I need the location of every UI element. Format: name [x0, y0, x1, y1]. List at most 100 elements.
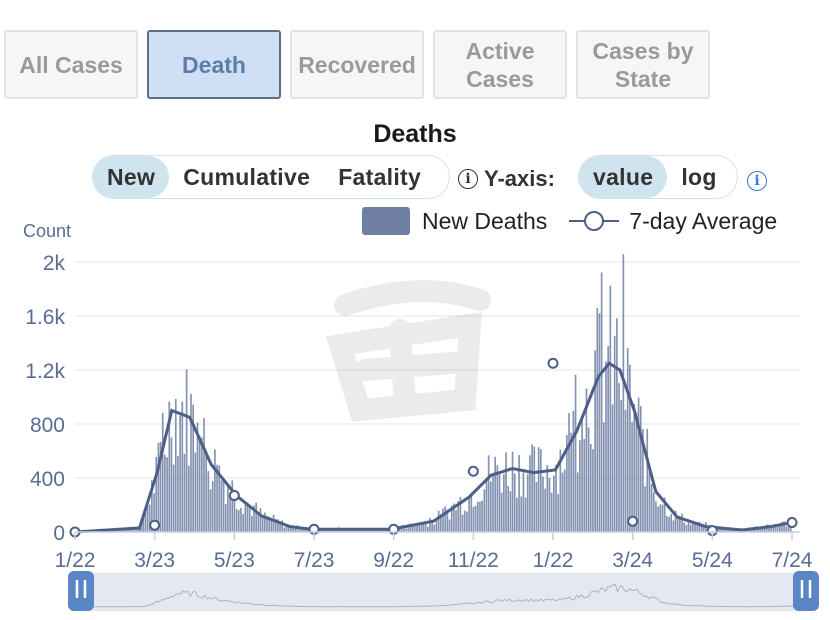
bar-new-deaths [694, 524, 696, 532]
bar-new-deaths [127, 528, 129, 532]
bar-new-deaths [457, 500, 460, 532]
yaxis-toggle: value log [578, 155, 738, 199]
bar-new-deaths [696, 523, 699, 532]
mode-option-fatality[interactable]: Fatality [338, 163, 422, 190]
bar-new-deaths [144, 512, 147, 532]
bar-new-deaths [531, 444, 533, 532]
bar-new-deaths [763, 528, 766, 532]
bar-new-deaths [124, 528, 127, 532]
bar-new-deaths [752, 528, 755, 532]
scroller-handle-left[interactable] [68, 571, 94, 611]
bar-new-deaths [529, 455, 531, 532]
bar-new-deaths [494, 456, 497, 532]
range-scroller[interactable] [68, 571, 819, 611]
tab-death[interactable]: Death [147, 30, 281, 99]
bar-new-deaths [246, 502, 249, 532]
bar-new-deaths [624, 409, 627, 532]
bar-new-deaths [250, 515, 253, 532]
bar-new-deaths [187, 465, 190, 532]
mode-option-new[interactable]: New [93, 156, 170, 198]
bar-new-deaths [759, 528, 762, 532]
bar-new-deaths [398, 527, 401, 532]
bar-new-deaths [190, 393, 192, 532]
bar-new-deaths [120, 530, 123, 532]
bar-new-deaths [283, 527, 286, 532]
chart-title: Deaths [373, 120, 457, 148]
bar-new-deaths [470, 492, 473, 532]
bar-new-deaths [613, 335, 616, 532]
y-tick-label: 2k [43, 252, 66, 275]
bar-new-deaths [602, 422, 605, 532]
bar-new-deaths [231, 480, 234, 532]
bar-new-deaths [442, 508, 444, 532]
bar-new-deaths [266, 516, 268, 532]
x-tick-label: 1/22 [533, 549, 574, 572]
bar-new-deaths [205, 450, 208, 532]
bar-new-deaths [461, 514, 464, 532]
bar-new-deaths [518, 455, 520, 532]
tab-active-cases[interactable]: Active Cases [433, 30, 567, 99]
bar-new-deaths [433, 524, 436, 532]
mode-option-cumulative[interactable]: Cumulative [183, 163, 311, 190]
bar-new-deaths [166, 457, 168, 532]
bar-new-deaths [557, 494, 560, 532]
bar-new-deaths [787, 524, 790, 532]
bar-new-deaths [220, 480, 223, 532]
bar-new-deaths [138, 527, 140, 532]
y-tick-label: 0 [53, 522, 65, 545]
bar-new-deaths [626, 347, 629, 532]
bar-new-deaths [185, 369, 188, 532]
bar-new-deaths [750, 529, 753, 532]
bar-new-deaths [209, 489, 212, 532]
bar-new-deaths [218, 465, 221, 532]
bar-new-deaths [507, 485, 510, 532]
bar-new-deaths [403, 527, 405, 532]
bar-new-deaths [174, 399, 177, 532]
bar-new-deaths [503, 474, 505, 532]
bar-new-deaths [726, 528, 729, 532]
avg-point [547, 357, 559, 369]
bar-new-deaths [240, 508, 242, 532]
bar-new-deaths [440, 514, 442, 532]
tab-recovered[interactable]: Recovered [290, 30, 424, 99]
bar-new-deaths [183, 453, 186, 532]
bar-new-deaths [581, 420, 583, 532]
avg-point [149, 519, 161, 531]
bar-new-deaths [303, 529, 305, 532]
bar-new-deaths [561, 472, 564, 532]
bar-new-deaths [216, 464, 218, 532]
bar-new-deaths [290, 525, 292, 532]
yaxis-option-log[interactable]: log [681, 163, 717, 190]
bar-new-deaths [650, 484, 653, 532]
bar-new-deaths [287, 524, 290, 532]
bar-new-deaths [426, 526, 429, 532]
yaxis-option-value[interactable]: value [579, 156, 668, 198]
bar-new-deaths [355, 530, 357, 532]
tab-cases-by-state[interactable]: Cases by State [576, 30, 710, 99]
x-tick-label: 5/24 [692, 549, 733, 572]
scroller-handle-right[interactable] [793, 571, 819, 611]
info-icon[interactable]: i [747, 171, 767, 191]
x-tick-label: 11/22 [448, 549, 499, 572]
bar-new-deaths [665, 515, 668, 532]
bar-new-deaths [207, 471, 210, 532]
bar-new-deaths [679, 516, 681, 532]
info-icon[interactable]: i [458, 169, 478, 189]
bar-new-deaths [542, 476, 544, 532]
bar-new-deaths [172, 464, 175, 532]
scroller-track [78, 573, 806, 611]
bar-new-deaths [607, 346, 609, 532]
x-tick-label: 1/22 [55, 549, 96, 572]
legend-line-marker [569, 211, 620, 231]
bar-new-deaths [681, 513, 683, 532]
bar-new-deaths [674, 510, 677, 532]
tab-all-cases[interactable]: All Cases [4, 30, 138, 99]
bar-new-deaths [598, 313, 601, 532]
bar-new-deaths [672, 520, 675, 532]
bar-new-deaths [257, 513, 260, 532]
bar-new-deaths [472, 506, 475, 532]
bar-new-deaths [363, 529, 366, 532]
bar-new-deaths [155, 456, 158, 532]
bar-new-deaths [422, 522, 425, 532]
